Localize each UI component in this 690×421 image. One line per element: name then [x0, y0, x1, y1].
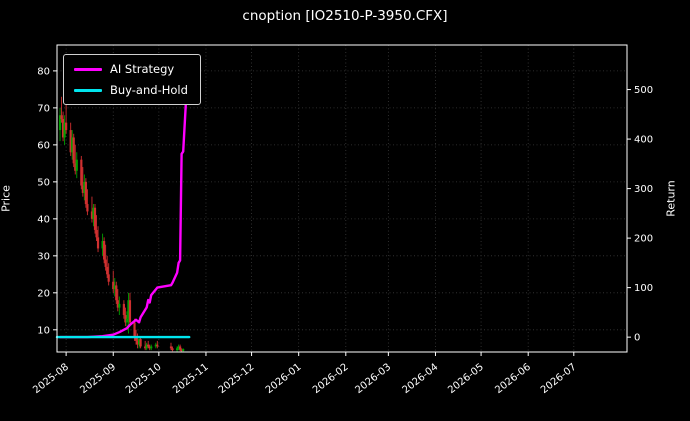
svg-text:2025-08: 2025-08 [31, 362, 71, 396]
right-axis-label: Return [664, 180, 678, 217]
left-axis-label: Price [0, 185, 13, 212]
svg-text:40: 40 [37, 214, 50, 225]
svg-text:2025-12: 2025-12 [217, 362, 257, 396]
svg-text:2025-11: 2025-11 [171, 362, 211, 396]
plot-spines [56, 44, 628, 353]
buy-and-hold-line-swatch [74, 88, 102, 92]
svg-text:2026-04: 2026-04 [401, 362, 441, 396]
legend-label-ai-strategy: AI Strategy [110, 62, 175, 76]
svg-text:2026-02: 2026-02 [311, 362, 351, 396]
svg-text:2026-07: 2026-07 [539, 362, 579, 396]
svg-text:20: 20 [37, 288, 50, 299]
svg-text:100: 100 [634, 283, 653, 294]
svg-text:10: 10 [37, 325, 50, 336]
ai-strategy-line-swatch [74, 67, 102, 71]
svg-text:400: 400 [634, 135, 653, 146]
svg-text:0: 0 [634, 333, 640, 344]
svg-text:2026-05: 2026-05 [446, 362, 486, 396]
series-line-0 [58, 63, 191, 339]
svg-text:50: 50 [37, 177, 50, 188]
svg-text:80: 80 [37, 66, 50, 77]
svg-text:30: 30 [37, 251, 50, 262]
axis-ticks [53, 70, 631, 356]
tick-labels: 2025-08 2025-09 2025-10 2025-11 2025-12 2026-… [31, 66, 653, 396]
svg-text:300: 300 [634, 184, 653, 195]
legend: AI Strategy Buy-and-Hold [63, 54, 201, 105]
svg-text:2026-03: 2026-03 [353, 362, 393, 396]
svg-text:200: 200 [634, 234, 653, 245]
candlestick-series [58, 96, 185, 352]
svg-text:60: 60 [37, 140, 50, 151]
svg-text:2026-01: 2026-01 [264, 362, 304, 396]
legend-item-buy-and-hold: Buy-and-Hold [74, 83, 188, 97]
svg-text:2025-09: 2025-09 [78, 362, 118, 396]
legend-label-buy-and-hold: Buy-and-Hold [110, 83, 188, 97]
svg-text:2026-06: 2026-06 [493, 362, 533, 396]
svg-text:70: 70 [37, 103, 50, 114]
svg-text:2025-10: 2025-10 [124, 362, 164, 396]
legend-item-ai-strategy: AI Strategy [74, 62, 188, 76]
chart-title: cnoption [IO2510-P-3950.CFX] [242, 8, 448, 24]
svg-text:500: 500 [634, 85, 653, 96]
